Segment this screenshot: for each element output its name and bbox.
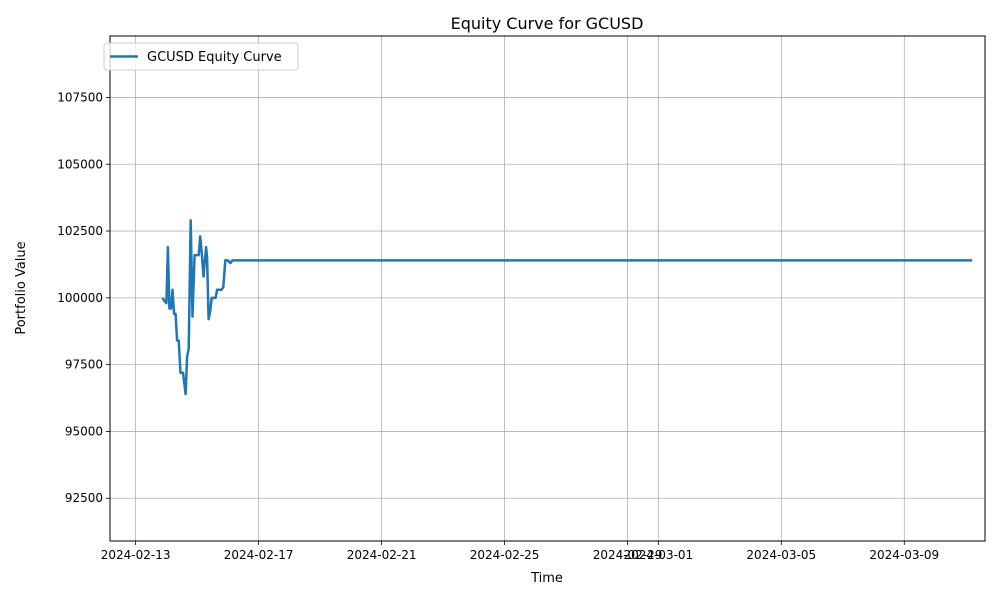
x-tick-label: 2024-03-05: [746, 548, 816, 562]
x-tick-label: 2024-03-01: [623, 548, 693, 562]
x-tick-label: 2024-02-25: [470, 548, 540, 562]
x-tick-label: 2024-03-09: [869, 548, 939, 562]
y-tick-label: 100000: [57, 291, 103, 305]
y-tick-label: 95000: [65, 424, 103, 438]
chart-title: Equity Curve for GCUSD: [451, 14, 644, 33]
y-tick-label: 92500: [65, 491, 103, 505]
equity-series-line: [161, 219, 973, 396]
y-axis-label: Portfolio Value: [14, 241, 29, 334]
legend: GCUSD Equity Curve: [103, 42, 299, 71]
x-axis-ticks: 2024-02-13 2024-02-17 2024-02-21 2024-02-25…: [101, 541, 939, 562]
grid: [110, 36, 985, 541]
axes-frame: [109, 35, 986, 542]
legend-box: [103, 42, 299, 71]
x-tick-label: 2024-02-21: [347, 548, 417, 562]
x-tick-label: 2024-02-17: [224, 548, 294, 562]
x-axis-label: Time: [530, 571, 563, 586]
y-tick-label: 97500: [65, 358, 103, 372]
x-tick-label: 2024-02-13: [101, 548, 171, 562]
legend-label: GCUSD Equity Curve: [147, 50, 282, 65]
plot-area: [161, 219, 973, 396]
y-tick-label: 105000: [57, 157, 103, 171]
x-tick-label: 2024-02-29: [593, 548, 663, 562]
y-tick-label: 107500: [57, 90, 103, 104]
y-tick-label: 102500: [57, 224, 103, 238]
y-axis-ticks: 92500 95000 97500 100000 102500 105000 107500: [57, 90, 110, 505]
